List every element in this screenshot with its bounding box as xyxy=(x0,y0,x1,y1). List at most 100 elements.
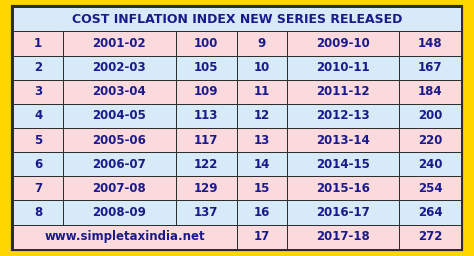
Bar xyxy=(400,56,461,80)
Bar xyxy=(63,56,176,80)
Bar xyxy=(13,200,63,225)
Bar xyxy=(176,80,237,104)
Text: 6: 6 xyxy=(34,158,42,171)
Text: 5: 5 xyxy=(34,134,42,147)
Text: 113: 113 xyxy=(194,109,219,122)
Text: 2013-14: 2013-14 xyxy=(316,134,370,147)
Text: 2014-15: 2014-15 xyxy=(316,158,370,171)
Bar xyxy=(400,80,461,104)
Text: 16: 16 xyxy=(254,206,270,219)
Text: 105: 105 xyxy=(194,61,219,74)
Bar xyxy=(63,128,176,152)
Text: 12: 12 xyxy=(254,109,270,122)
Bar xyxy=(13,31,63,56)
Text: 2004-05: 2004-05 xyxy=(92,109,146,122)
Text: 167: 167 xyxy=(418,61,442,74)
Bar xyxy=(287,152,400,176)
Text: 3: 3 xyxy=(34,85,42,98)
Text: 200: 200 xyxy=(418,109,442,122)
Bar xyxy=(237,31,287,56)
Bar xyxy=(13,7,461,31)
Bar xyxy=(63,80,176,104)
Bar xyxy=(237,176,287,200)
Bar xyxy=(400,176,461,200)
Text: 254: 254 xyxy=(418,182,442,195)
Bar xyxy=(13,80,63,104)
Text: 2017-18: 2017-18 xyxy=(316,230,370,243)
Text: 2007-08: 2007-08 xyxy=(92,182,146,195)
Text: 2012-13: 2012-13 xyxy=(316,109,370,122)
Bar xyxy=(237,56,287,80)
Text: 2005-06: 2005-06 xyxy=(92,134,146,147)
Text: 129: 129 xyxy=(194,182,219,195)
Text: 14: 14 xyxy=(254,158,270,171)
Text: 2: 2 xyxy=(34,61,42,74)
Bar xyxy=(400,200,461,225)
Text: 264: 264 xyxy=(418,206,442,219)
Bar xyxy=(176,104,237,128)
Text: 9: 9 xyxy=(258,37,266,50)
Bar xyxy=(400,128,461,152)
Text: 117: 117 xyxy=(194,134,219,147)
Text: 109: 109 xyxy=(194,85,219,98)
Text: 137: 137 xyxy=(194,206,219,219)
Text: 11: 11 xyxy=(254,85,270,98)
Text: 272: 272 xyxy=(418,230,442,243)
Bar xyxy=(237,80,287,104)
Text: 2006-07: 2006-07 xyxy=(92,158,146,171)
Bar xyxy=(400,104,461,128)
Bar xyxy=(13,104,63,128)
Text: 2003-04: 2003-04 xyxy=(92,85,146,98)
Text: 7: 7 xyxy=(34,182,42,195)
Text: 17: 17 xyxy=(254,230,270,243)
Text: 122: 122 xyxy=(194,158,219,171)
Text: 100: 100 xyxy=(194,37,219,50)
Bar xyxy=(400,152,461,176)
Bar xyxy=(237,128,287,152)
Text: 4: 4 xyxy=(34,109,42,122)
Bar xyxy=(287,56,400,80)
Text: 2002-03: 2002-03 xyxy=(92,61,146,74)
Bar xyxy=(63,31,176,56)
Text: 148: 148 xyxy=(418,37,442,50)
Bar xyxy=(287,176,400,200)
Bar xyxy=(287,104,400,128)
Bar xyxy=(176,200,237,225)
Bar xyxy=(237,225,287,249)
Text: 220: 220 xyxy=(418,134,442,147)
Text: 1: 1 xyxy=(34,37,42,50)
Text: 2015-16: 2015-16 xyxy=(316,182,370,195)
Bar xyxy=(176,56,237,80)
Bar xyxy=(287,31,400,56)
Bar xyxy=(287,200,400,225)
Text: 2009-10: 2009-10 xyxy=(316,37,370,50)
Bar xyxy=(63,104,176,128)
Bar xyxy=(63,152,176,176)
Bar xyxy=(400,31,461,56)
Bar xyxy=(63,200,176,225)
Text: 2010-11: 2010-11 xyxy=(316,61,370,74)
Bar xyxy=(176,176,237,200)
Bar xyxy=(13,56,63,80)
Bar xyxy=(237,104,287,128)
Bar xyxy=(63,176,176,200)
Text: 240: 240 xyxy=(418,158,442,171)
Text: 10: 10 xyxy=(254,61,270,74)
Bar xyxy=(13,152,63,176)
Bar xyxy=(287,128,400,152)
Text: COST INFLATION INDEX NEW SERIES RELEASED: COST INFLATION INDEX NEW SERIES RELEASED xyxy=(72,13,402,26)
Text: 2001-02: 2001-02 xyxy=(92,37,146,50)
Bar xyxy=(237,152,287,176)
Text: 13: 13 xyxy=(254,134,270,147)
Text: 8: 8 xyxy=(34,206,42,219)
Bar xyxy=(13,225,237,249)
Bar xyxy=(176,31,237,56)
Text: 2011-12: 2011-12 xyxy=(316,85,370,98)
Text: 15: 15 xyxy=(254,182,270,195)
Text: www.simpletaxindia.net: www.simpletaxindia.net xyxy=(45,230,205,243)
Text: 184: 184 xyxy=(418,85,442,98)
Bar xyxy=(400,225,461,249)
Text: 2008-09: 2008-09 xyxy=(92,206,146,219)
Bar xyxy=(13,128,63,152)
Bar xyxy=(287,225,400,249)
